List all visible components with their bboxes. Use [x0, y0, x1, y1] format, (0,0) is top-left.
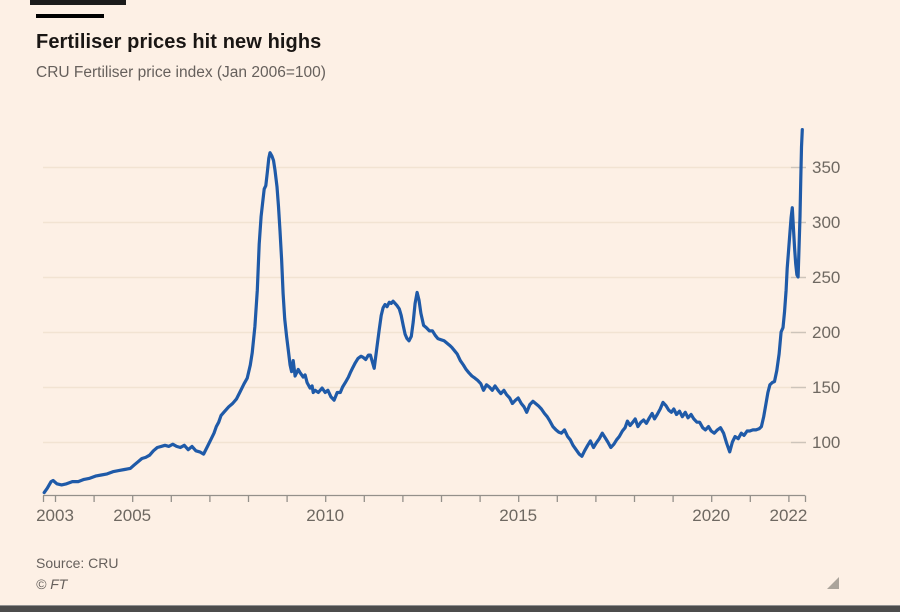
y-tick-label: 350	[812, 158, 840, 177]
chart-title: Fertiliser prices hit new highs	[36, 31, 322, 53]
bottom-bar	[0, 605, 900, 612]
x-tick-label: 2020	[692, 506, 730, 525]
price-line-series	[42, 128, 804, 495]
x-tick-label: 2005	[113, 506, 151, 525]
title-rule	[36, 14, 104, 18]
y-tick-label: 300	[812, 213, 840, 232]
y-tick-label: 200	[812, 323, 840, 342]
chart-subtitle: CRU Fertiliser price index (Jan 2006=100…	[36, 64, 326, 81]
resize-handle-icon[interactable]	[827, 577, 839, 589]
source-label: Source: CRU	[36, 555, 119, 571]
copyright-label: © FT	[36, 576, 68, 592]
x-tick-label: 2015	[499, 506, 537, 525]
y-tick-label: 250	[812, 268, 840, 287]
x-tick-label: 2022	[769, 506, 807, 525]
x-tick-label: 2003	[36, 506, 74, 525]
y-tick-label: 100	[812, 433, 840, 452]
y-tick-label: 150	[812, 378, 840, 397]
top-bar-fragment	[30, 0, 126, 5]
x-tick-label: 2010	[306, 506, 344, 525]
